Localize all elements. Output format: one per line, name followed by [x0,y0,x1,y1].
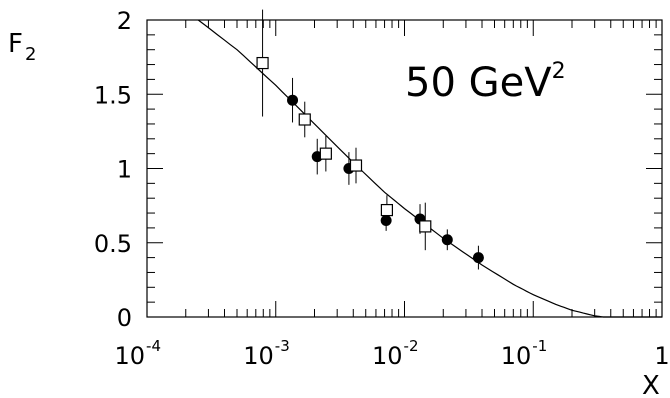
y-tick-label: 0.5 [94,230,132,258]
open-square-point [319,135,332,172]
x-tick-label: 10-3 [243,337,290,370]
x-tick-exponent: -3 [275,337,290,355]
x-tick-base: 1 [654,342,669,370]
x-tick-base: 10 [114,342,145,370]
point-marker [256,56,269,70]
x-tick-label: 10-2 [372,337,419,370]
point-marker [287,94,299,106]
filled-circle-point [441,229,453,251]
point-marker [298,113,311,126]
open-square-point [298,101,311,138]
point-marker [380,214,392,226]
x-tick-base: 10 [243,342,274,370]
y-tick-label: 1.5 [94,81,132,109]
open-square-point [419,202,432,251]
y-axis-title-sub: 2 [25,44,36,65]
annotation-superscript: 2 [552,59,566,84]
open-square-point [380,195,394,225]
x-tick-label: 10-4 [114,337,161,370]
x-tick-base: 10 [372,342,403,370]
x-axis-title: X [642,371,660,398]
x-tick-exponent: -1 [532,337,547,355]
y-tick-label: 1 [117,156,132,184]
point-marker [441,234,453,246]
x-tick-label: 10-1 [501,337,548,370]
x-tick-exponent: -2 [404,337,419,355]
open-square-point [349,147,363,184]
x-tick-label: 1 [654,342,669,370]
energy-annotation: 50 GeV2 [405,59,566,106]
x-tick-base: 10 [501,342,532,370]
point-marker [380,203,394,217]
open-square-point [256,9,269,117]
point-marker [472,252,484,264]
data-points [256,9,484,270]
filled-circle-point [287,77,299,123]
point-marker [319,147,332,160]
y-axis-title-main: F [8,29,23,59]
y-tick-label: 2 [117,7,132,35]
filled-circle-point [472,245,484,270]
x-tick-exponent: -4 [146,337,161,355]
point-marker [419,220,432,233]
annotation-text: 50 GeV [405,60,552,106]
point-marker [349,159,363,172]
y-tick-label: 0 [117,304,132,332]
